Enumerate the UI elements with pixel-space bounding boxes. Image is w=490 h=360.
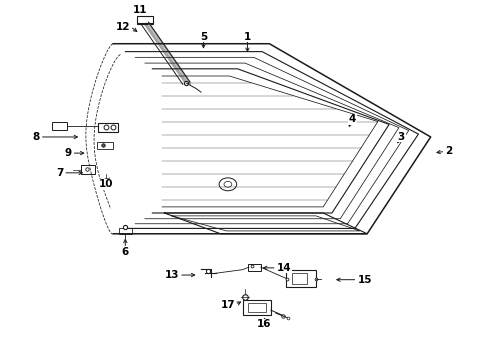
- FancyBboxPatch shape: [81, 165, 96, 174]
- Text: 7: 7: [56, 168, 63, 178]
- Text: 9: 9: [64, 148, 72, 158]
- Text: 5: 5: [200, 32, 207, 41]
- Text: 16: 16: [257, 319, 272, 329]
- Text: 2: 2: [445, 146, 453, 156]
- FancyBboxPatch shape: [286, 270, 317, 287]
- FancyBboxPatch shape: [248, 303, 267, 312]
- FancyBboxPatch shape: [97, 141, 113, 149]
- FancyBboxPatch shape: [137, 17, 153, 24]
- Text: 1: 1: [244, 32, 251, 41]
- Text: 6: 6: [122, 247, 129, 257]
- Text: 10: 10: [98, 179, 113, 189]
- FancyBboxPatch shape: [119, 228, 132, 234]
- Text: 17: 17: [220, 300, 235, 310]
- FancyBboxPatch shape: [51, 122, 67, 130]
- Text: 13: 13: [165, 270, 179, 280]
- Text: 12: 12: [116, 22, 130, 32]
- Text: 15: 15: [357, 275, 372, 285]
- Text: 4: 4: [349, 114, 356, 124]
- Text: 3: 3: [398, 132, 405, 142]
- FancyBboxPatch shape: [292, 273, 307, 284]
- Text: 11: 11: [133, 5, 147, 15]
- Text: 8: 8: [32, 132, 40, 142]
- Text: 14: 14: [277, 263, 292, 273]
- FancyBboxPatch shape: [243, 300, 271, 315]
- FancyBboxPatch shape: [248, 264, 261, 271]
- FancyBboxPatch shape: [98, 123, 119, 132]
